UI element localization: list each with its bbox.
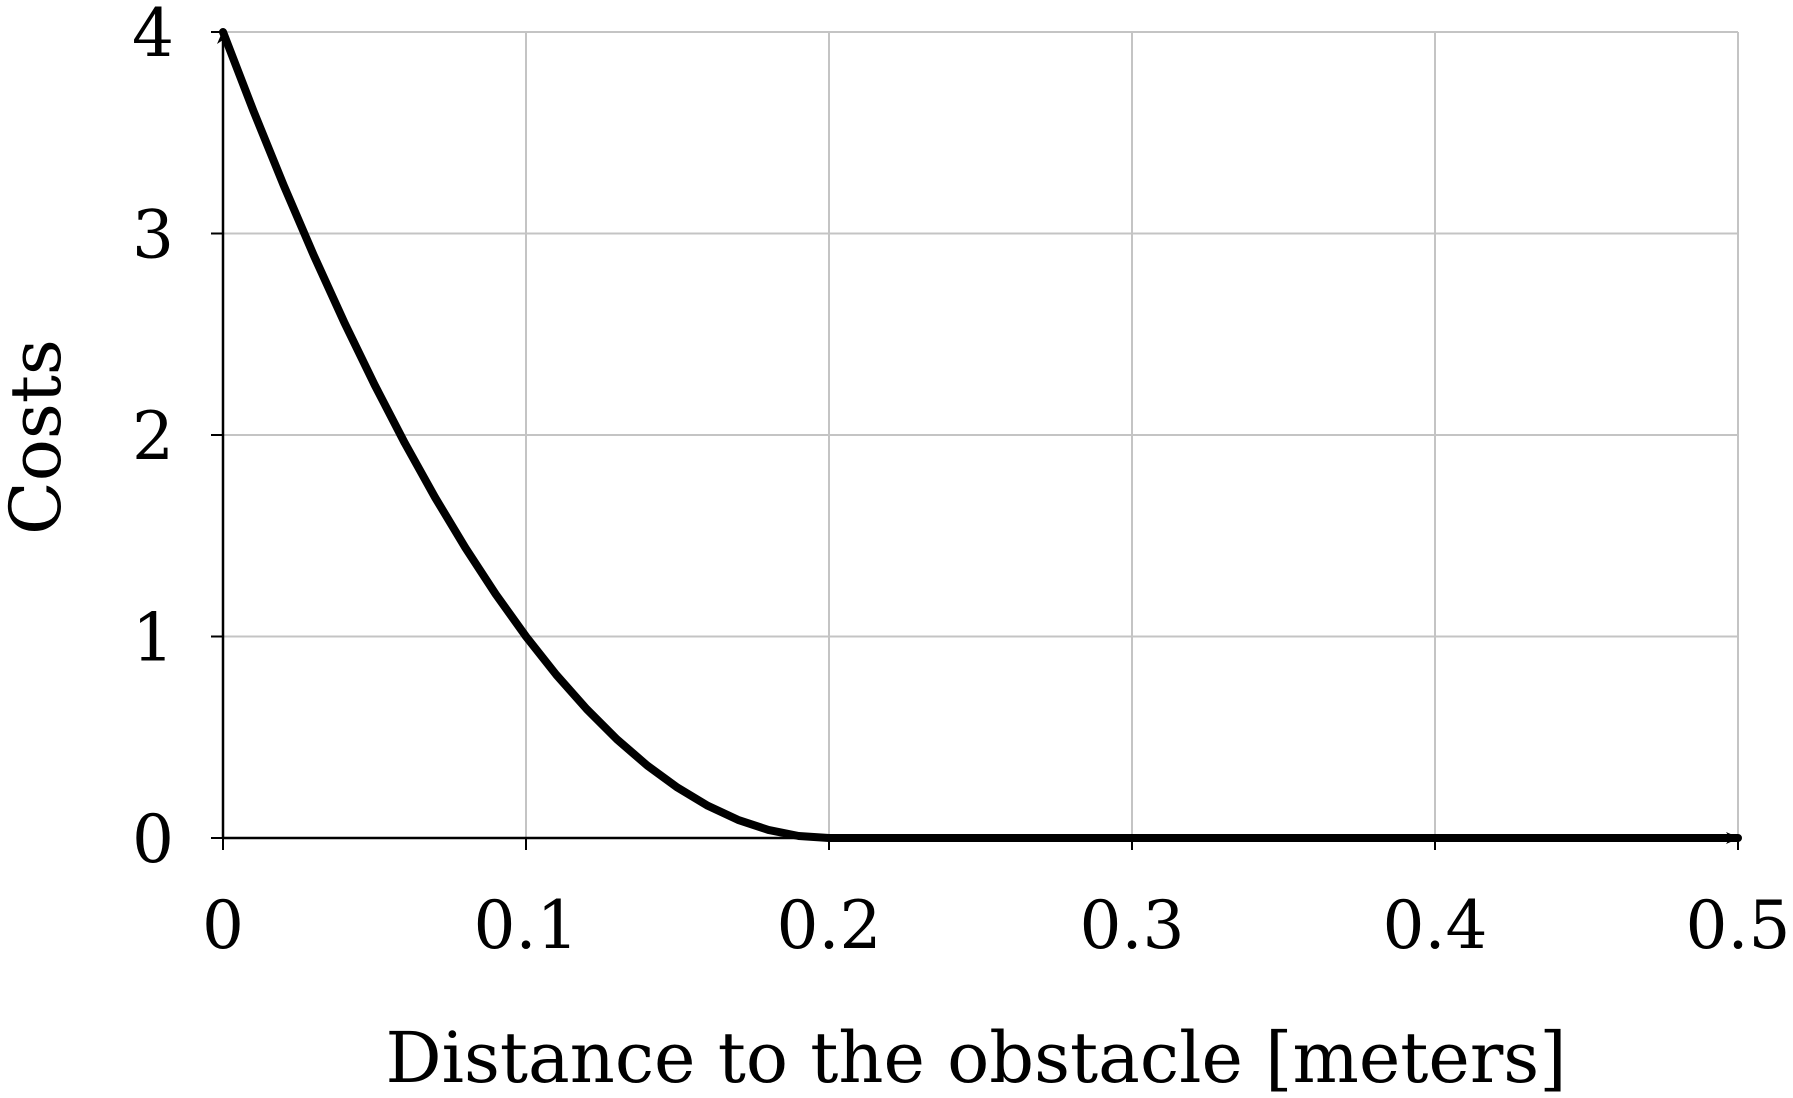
y-tick-label-1: 1: [132, 600, 174, 677]
y-tick-label-4: 4: [132, 0, 174, 72]
series-line-0: [219, 28, 1742, 842]
x-tick-label-1: 0.1: [474, 887, 579, 964]
y-tick-label-0: 0: [132, 801, 174, 878]
ticks: 0 0.1 0.2 0.3 0.4 0.5 0 1 2 3 4: [132, 0, 1790, 964]
y-tick-label-2: 2: [132, 398, 174, 475]
x-tick-label-4: 0.4: [1383, 887, 1488, 964]
y-axis-title: Costs: [0, 339, 77, 535]
x-tick-label-5: 0.5: [1686, 887, 1791, 964]
series: [219, 28, 1742, 842]
x-axis-title: Distance to the obstacle [meters]: [385, 1017, 1566, 1098]
grid: [223, 31, 1739, 838]
x-tick-label-2: 0.2: [777, 887, 882, 964]
x-tick-label-0: 0: [202, 887, 244, 964]
y-tick-label-3: 3: [132, 197, 174, 274]
x-tick-label-3: 0.3: [1080, 887, 1185, 964]
